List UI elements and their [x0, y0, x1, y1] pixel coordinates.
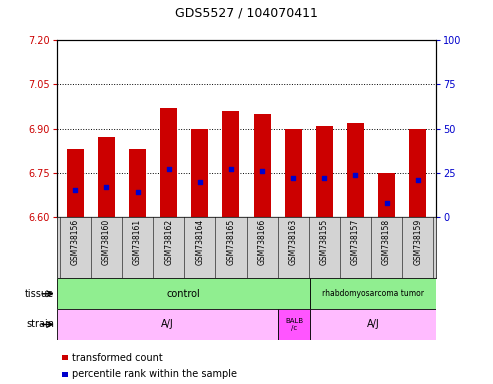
Text: tissue: tissue	[25, 289, 54, 299]
Point	[165, 166, 173, 172]
Bar	[191, 129, 209, 217]
Bar	[57, 278, 310, 309]
Point	[196, 179, 204, 185]
Bar	[98, 137, 115, 217]
Bar	[278, 309, 310, 340]
Point	[352, 172, 359, 178]
Text: GSM738156: GSM738156	[71, 219, 80, 265]
Bar	[284, 129, 302, 217]
Bar	[57, 309, 278, 340]
Text: GSM738166: GSM738166	[257, 219, 267, 265]
Text: GSM738163: GSM738163	[289, 219, 298, 265]
Point	[383, 200, 390, 206]
Text: percentile rank within the sample: percentile rank within the sample	[72, 369, 237, 379]
Text: A/J: A/J	[367, 319, 380, 329]
Point	[414, 177, 422, 183]
Text: A/J: A/J	[161, 319, 174, 329]
Bar	[378, 173, 395, 217]
Bar	[253, 114, 271, 217]
Point	[71, 187, 79, 194]
Text: GSM738165: GSM738165	[226, 219, 236, 265]
Text: GSM738160: GSM738160	[102, 219, 111, 265]
Bar	[62, 356, 68, 360]
Point	[134, 189, 141, 195]
Bar	[222, 111, 240, 217]
Text: control: control	[166, 289, 200, 299]
Text: rhabdomyosarcoma tumor: rhabdomyosarcoma tumor	[322, 289, 424, 298]
Text: GSM738157: GSM738157	[351, 219, 360, 265]
Point	[227, 166, 235, 172]
Text: GSM738159: GSM738159	[413, 219, 422, 265]
Bar	[409, 129, 426, 217]
Text: GSM738161: GSM738161	[133, 219, 142, 265]
Bar	[316, 126, 333, 217]
Bar	[310, 309, 436, 340]
Text: GSM738155: GSM738155	[320, 219, 329, 265]
Bar	[160, 108, 177, 217]
Text: strain: strain	[26, 319, 54, 329]
Point	[258, 168, 266, 174]
Text: GSM738162: GSM738162	[164, 219, 173, 265]
Bar	[67, 149, 84, 217]
Text: GDS5527 / 104070411: GDS5527 / 104070411	[175, 6, 318, 19]
Point	[289, 175, 297, 181]
Bar	[347, 123, 364, 217]
Bar	[62, 372, 68, 377]
Point	[320, 175, 328, 181]
Bar	[129, 149, 146, 217]
Text: GSM738164: GSM738164	[195, 219, 204, 265]
Bar	[310, 278, 436, 309]
Text: BALB
/c: BALB /c	[285, 318, 303, 331]
Point	[103, 184, 110, 190]
Text: GSM738158: GSM738158	[382, 219, 391, 265]
Text: transformed count: transformed count	[72, 353, 163, 363]
